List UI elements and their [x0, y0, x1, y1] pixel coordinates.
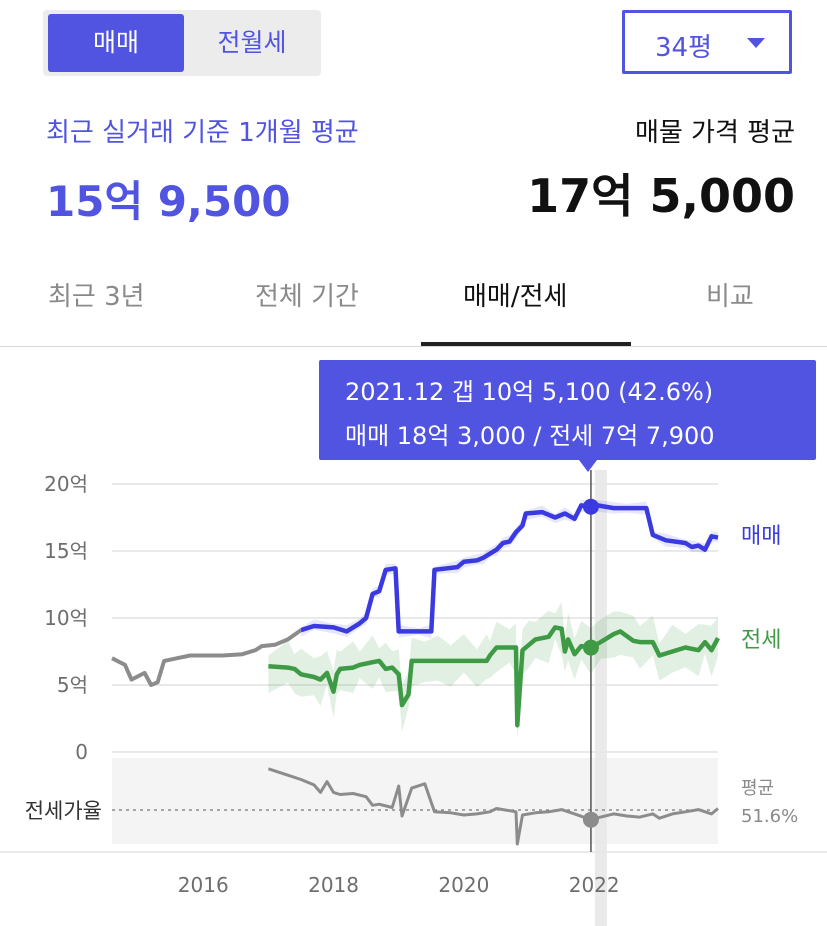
listing-price-value: 17억 5,000	[527, 169, 795, 223]
jeonse-range-band	[268, 601, 718, 741]
toggle-rent[interactable]: 전월세	[217, 28, 287, 57]
series-lines	[111, 503, 720, 728]
legend-jeonse: 전세	[741, 628, 781, 653]
highlight-sale-point	[582, 498, 599, 515]
highlight-marks	[582, 470, 599, 852]
size-dropdown-value: 34평	[655, 33, 713, 63]
legend-sale: 매매	[741, 524, 781, 549]
period-tabs: 최근 3년 전체 기간 매매/전세 비교	[0, 262, 827, 346]
size-dropdown[interactable]: 34평	[622, 10, 792, 74]
highlight-ratio-point	[582, 811, 599, 828]
historical-price-line	[111, 628, 303, 687]
highlight-band	[594, 470, 607, 926]
ratio-panel: 전세가율 평균 51.6%	[25, 767, 798, 846]
tooltip-arrow	[579, 460, 597, 472]
y-tick-label: 20억	[44, 472, 88, 496]
jeonse-price-line	[268, 625, 720, 728]
chart-tooltip: 2021.12 갭 10억 5,100 (42.6%) 매매 18억 3,000…	[319, 360, 816, 460]
tooltip-gap-line: 2021.12 갭 10억 5,100 (42.6%)	[345, 378, 714, 406]
chevron-down-icon	[747, 38, 765, 48]
ratio-panel-bg	[112, 758, 718, 844]
x-tick-label: 2022	[569, 873, 620, 897]
x-tick-label: 2020	[438, 873, 489, 897]
x-axis-labels: 2016 2018 2020 2022	[178, 873, 620, 897]
y-tick-label: 0	[75, 740, 88, 764]
listing-price-label: 매물 가격 평균	[634, 118, 795, 148]
chart-grid	[0, 483, 827, 853]
highlight-jeonse-point	[582, 639, 599, 656]
tooltip-price-line: 매매 18억 3,000 / 전세 7억 7,900	[345, 422, 715, 450]
y-tick-label: 10억	[44, 606, 88, 630]
ratio-label: 전세가율	[25, 799, 102, 823]
y-tick-label: 5억	[57, 673, 88, 697]
x-tick-label: 2016	[178, 873, 229, 897]
tab-recent-3y[interactable]: 최근 3년	[48, 282, 145, 312]
ratio-average-value: 51.6%	[741, 806, 798, 827]
tab-sale-jeonse[interactable]: 매매/전세	[463, 282, 568, 312]
recent-price-value: 15억 9,500	[46, 177, 291, 226]
tab-all-period[interactable]: 전체 기간	[255, 282, 359, 312]
trade-type-toggle: 매매 전월세	[43, 10, 321, 76]
y-axis-labels: 20억 15억 10억 5억 0	[44, 472, 88, 764]
range-bands	[268, 499, 718, 741]
toggle-sale[interactable]: 매매	[48, 14, 184, 72]
active-tab-indicator	[421, 342, 631, 346]
sale-price-line	[300, 503, 719, 634]
ratio-average-label: 평균	[741, 778, 774, 799]
ratio-line	[267, 767, 719, 846]
tab-compare[interactable]: 비교	[706, 282, 754, 312]
y-tick-label: 15억	[44, 539, 88, 563]
tabs-divider	[0, 346, 827, 347]
x-tick-label: 2018	[308, 873, 359, 897]
recent-price-label: 최근 실거래 기준 1개월 평균	[46, 118, 359, 148]
